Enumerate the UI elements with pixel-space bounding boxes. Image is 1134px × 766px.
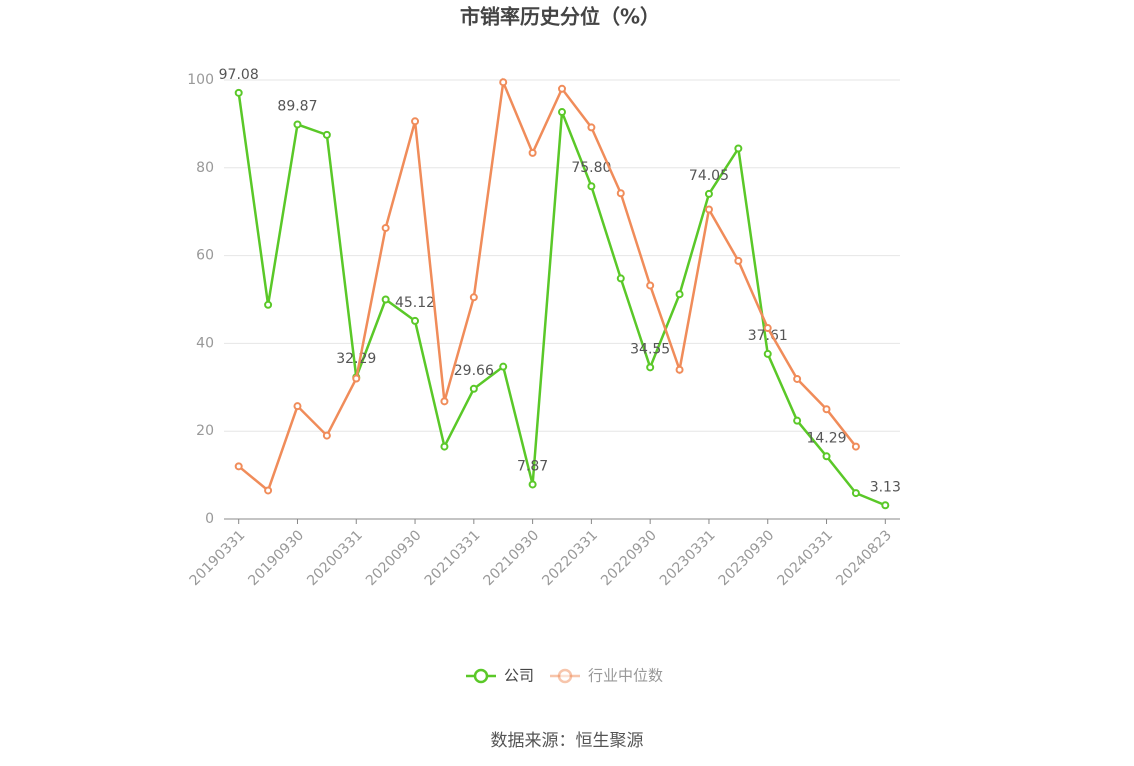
point bbox=[352, 374, 361, 383]
point bbox=[616, 189, 625, 198]
point bbox=[704, 189, 713, 198]
point bbox=[234, 88, 243, 97]
point bbox=[851, 442, 860, 451]
point bbox=[411, 117, 420, 126]
point bbox=[381, 295, 390, 304]
data-label: 32.29 bbox=[336, 351, 376, 367]
data-label: 14.29 bbox=[806, 430, 846, 446]
point bbox=[322, 130, 331, 139]
point bbox=[646, 363, 655, 372]
legend-item: 公司 bbox=[466, 667, 534, 685]
point bbox=[675, 290, 684, 299]
point bbox=[558, 108, 566, 117]
point bbox=[293, 402, 302, 411]
legend-label: 公司 bbox=[504, 667, 534, 685]
point bbox=[734, 144, 743, 153]
point bbox=[322, 431, 331, 440]
x-tick-label: 20200930 bbox=[363, 527, 425, 589]
y-tick-label: 60 bbox=[196, 248, 214, 264]
y-tick-label: 40 bbox=[196, 335, 214, 351]
x-tick-label: 20210331 bbox=[422, 527, 484, 589]
point bbox=[234, 462, 243, 471]
point bbox=[528, 480, 537, 489]
y-tick-label: 100 bbox=[187, 72, 214, 88]
y-tick-label: 20 bbox=[196, 423, 214, 439]
point bbox=[763, 324, 772, 333]
point bbox=[587, 123, 596, 132]
data-label: 37.61 bbox=[748, 328, 788, 344]
point bbox=[499, 78, 508, 87]
legend-label: 行业中位数 bbox=[588, 667, 663, 685]
point bbox=[704, 205, 713, 214]
point bbox=[881, 501, 890, 510]
data-label: 89.87 bbox=[277, 98, 317, 114]
legend-marker bbox=[473, 668, 489, 684]
chart-title: 市销率历史分位（%） bbox=[460, 5, 660, 29]
data-label: 29.66 bbox=[454, 363, 494, 379]
data-label: 97.08 bbox=[219, 67, 259, 83]
point bbox=[293, 120, 302, 129]
series-line bbox=[237, 92, 886, 507]
point bbox=[440, 442, 449, 451]
x-tick-label: 20190331 bbox=[187, 527, 249, 589]
data-label: 74.05 bbox=[689, 168, 729, 184]
point bbox=[499, 362, 508, 371]
point bbox=[793, 374, 802, 383]
legend-marker bbox=[557, 668, 573, 684]
point bbox=[587, 182, 596, 191]
legend-item: 行业中位数 bbox=[550, 667, 663, 685]
point bbox=[734, 256, 743, 265]
x-tick-label: 20220331 bbox=[539, 527, 601, 589]
data-label: 3.13 bbox=[870, 479, 901, 495]
y-tick-label: 80 bbox=[196, 160, 214, 176]
source: 数据来源：恒生聚源 bbox=[491, 731, 644, 751]
x-tick-label: 20230331 bbox=[657, 527, 719, 589]
point bbox=[558, 84, 566, 93]
point bbox=[469, 384, 478, 393]
point bbox=[851, 489, 860, 498]
point bbox=[616, 274, 625, 283]
y-tick-label: 0 bbox=[205, 511, 214, 527]
point bbox=[264, 486, 273, 495]
data-label: 45.12 bbox=[395, 295, 435, 311]
data-label: 7.87 bbox=[517, 458, 548, 474]
point bbox=[822, 452, 831, 461]
point bbox=[264, 300, 273, 309]
data-label: 34.55 bbox=[630, 341, 670, 357]
point bbox=[822, 405, 831, 414]
point bbox=[763, 349, 772, 358]
x-tick-label: 20190930 bbox=[245, 527, 307, 589]
series-line bbox=[237, 77, 857, 493]
x-tick-label: 20240823 bbox=[833, 527, 895, 589]
x-tick-label: 20220930 bbox=[598, 527, 660, 589]
point bbox=[440, 397, 449, 406]
point bbox=[646, 281, 655, 290]
point bbox=[411, 316, 420, 325]
point bbox=[793, 416, 802, 425]
x-tick-label: 20200331 bbox=[304, 527, 366, 589]
x-tick-label: 20210930 bbox=[481, 527, 543, 589]
data-label: 75.80 bbox=[571, 160, 611, 176]
point bbox=[381, 223, 390, 232]
x-tick-label: 20230930 bbox=[716, 527, 778, 589]
point bbox=[675, 365, 684, 374]
point bbox=[528, 148, 537, 157]
x-tick-label: 20240331 bbox=[774, 527, 836, 589]
point bbox=[469, 293, 478, 302]
